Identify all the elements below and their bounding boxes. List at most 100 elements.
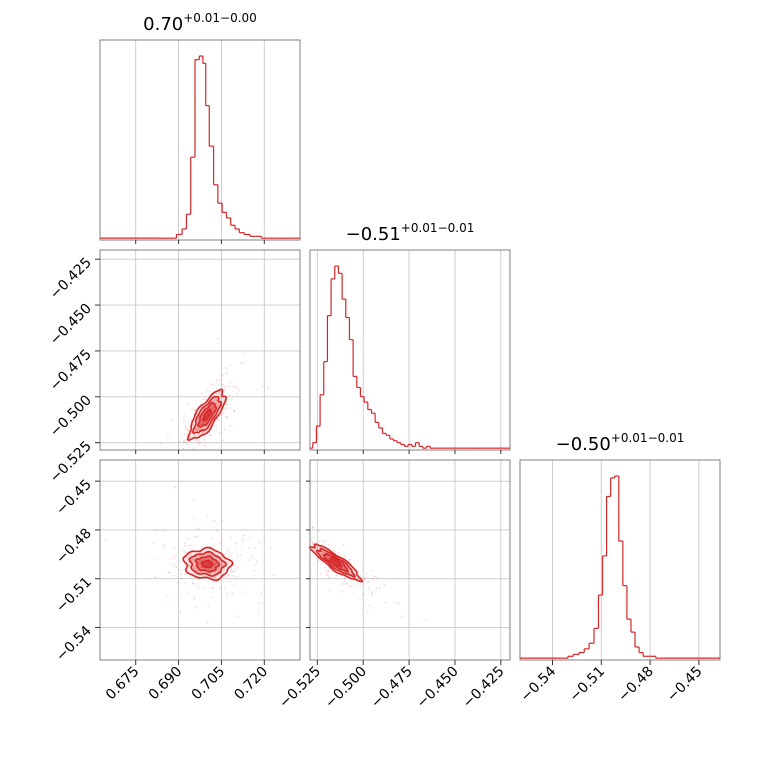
sample-point-p0-p2-127 <box>230 569 232 572</box>
sample-point-p0-p2-95 <box>236 554 239 557</box>
title-p1-plus: +0.01 <box>401 221 438 235</box>
sample-point-p0-p2-28 <box>234 551 237 553</box>
sample-point-p0-p2-82 <box>194 606 197 609</box>
sample-point-p0-p1-57 <box>193 447 195 450</box>
sample-point-p0-p1-198 <box>208 434 211 436</box>
sample-point-p0-p2-45 <box>186 537 189 540</box>
sample-point-p0-p2-33 <box>208 572 211 575</box>
sample-point-p0-p2-1 <box>213 562 216 564</box>
sample-point-p0-p2-17 <box>104 538 107 541</box>
tick-label-y-p1-0: −0.525 <box>47 438 95 486</box>
sample-point-p0-p1-170 <box>225 367 227 370</box>
sample-point-p1-p2-68 <box>312 526 314 529</box>
sample-point-p1-p2-77 <box>327 570 330 573</box>
tick-label-x-p0-0: 0.675 <box>103 664 143 704</box>
sample-point-p0-p2-7 <box>215 561 217 564</box>
sample-point-p1-p2-91 <box>366 581 369 584</box>
sample-point-p0-p2-199 <box>212 567 215 570</box>
sample-point-p1-p2-250 <box>375 576 378 579</box>
sample-point-p0-p1-0 <box>237 389 240 392</box>
sample-point-p1-p2-222 <box>359 598 361 600</box>
sample-point-p0-p2-90 <box>168 571 171 574</box>
sample-point-p0-p1-142 <box>220 413 222 416</box>
sample-point-p0-p2-238 <box>173 554 176 557</box>
sample-point-p1-p2-225 <box>370 569 373 572</box>
sample-point-p0-p2-40 <box>178 568 180 571</box>
sample-point-p1-p2-246 <box>359 584 361 587</box>
title-p0-value: 0.70 <box>143 14 183 35</box>
sample-point-p1-p2-54 <box>359 574 362 577</box>
sample-point-p0-p2-104 <box>192 565 194 568</box>
sample-point-p0-p2-232 <box>227 574 230 577</box>
sample-point-p0-p1-92 <box>232 385 235 388</box>
sample-point-p0-p2-250 <box>199 563 201 566</box>
sample-point-p1-p2-183 <box>327 570 329 572</box>
sample-point-p0-p2-125 <box>200 544 203 547</box>
sample-point-p0-p2-184 <box>163 544 165 546</box>
sample-point-p0-p1-4 <box>204 445 207 448</box>
sample-point-p0-p1-136 <box>187 429 190 432</box>
sample-point-p0-p2-155 <box>234 542 237 545</box>
sample-point-p0-p1-205 <box>200 423 203 425</box>
sample-point-p0-p2-47 <box>192 582 194 584</box>
grid-2d-p0-p2 <box>100 460 300 660</box>
sample-point-p1-p2-41 <box>342 543 345 546</box>
tick-label-x-p1-2: −0.475 <box>368 664 416 712</box>
sample-point-p0-p1-24 <box>219 390 221 393</box>
sample-point-p0-p1-111 <box>198 440 201 443</box>
sample-point-p1-p2-235 <box>371 577 374 580</box>
sample-point-p0-p2-123 <box>207 552 210 555</box>
grid-2d-p0-p1 <box>100 250 300 450</box>
sample-point-p0-p2-42 <box>230 572 233 574</box>
sample-point-p0-p2-87 <box>212 586 215 589</box>
sample-point-p0-p1-230 <box>211 407 214 410</box>
sample-point-p0-p1-122 <box>178 441 181 443</box>
sample-point-p1-p2-53 <box>343 579 346 582</box>
sample-point-p0-p2-181 <box>218 560 221 563</box>
ticks-and-labels: 0.675 0.690 0.705 0.720 −0.525−0.500−0.475−0… <box>47 240 706 711</box>
sample-point-p1-p2-117 <box>311 526 314 529</box>
sample-point-p0-p2-31 <box>189 554 192 557</box>
sample-point-p0-p1-83 <box>212 383 214 386</box>
sample-point-p1-p2-56 <box>321 552 324 554</box>
sample-point-p0-p2-143 <box>257 611 260 614</box>
sample-point-p0-p1-189 <box>228 381 231 384</box>
sample-point-p0-p1-20 <box>202 422 204 425</box>
sample-point-p0-p2-91 <box>174 486 177 489</box>
sample-point-p0-p2-249 <box>168 571 171 574</box>
marks-2d-p0-p2 <box>104 486 275 624</box>
sample-point-p0-p2-172 <box>186 551 188 554</box>
sample-point-p0-p1-166 <box>223 389 226 391</box>
sample-point-p0-p1-61 <box>181 436 184 439</box>
grid-hist-p1 <box>316 250 502 450</box>
sample-point-p1-p2-22 <box>316 547 319 550</box>
sample-point-p0-p1-227 <box>230 398 233 400</box>
sample-point-p0-p2-88 <box>193 598 195 601</box>
sample-point-p0-p2-230 <box>221 539 224 542</box>
sample-point-p1-p2-209 <box>314 548 317 551</box>
sample-point-p0-p1-45 <box>212 407 215 410</box>
sample-point-p0-p1-76 <box>202 421 205 424</box>
sample-point-p0-p1-167 <box>203 443 206 446</box>
sample-point-p0-p2-96 <box>258 541 261 544</box>
sample-point-p0-p1-130 <box>242 353 245 356</box>
sample-point-p0-p1-217 <box>267 387 270 390</box>
sample-point-p0-p2-107 <box>183 572 186 575</box>
sample-point-p0-p2-99 <box>227 548 230 551</box>
sample-point-p0-p1-161 <box>199 423 201 426</box>
sample-point-p0-p1-131 <box>202 430 205 433</box>
sample-point-p0-p1-241 <box>197 417 200 420</box>
sample-point-p0-p1-207 <box>217 404 220 407</box>
sample-point-p0-p2-258 <box>260 592 263 595</box>
sample-point-p0-p2-146 <box>213 544 216 547</box>
sample-point-p1-p2-46 <box>347 568 350 571</box>
sample-point-p1-p2-181 <box>317 559 320 562</box>
sample-point-p0-p2-241 <box>254 547 256 549</box>
sample-point-p1-p2-87 <box>310 539 313 542</box>
panel-2d-p0-p1 <box>99 249 301 451</box>
sample-point-p0-p2-76 <box>179 611 182 613</box>
grid-2d-p1-p2 <box>310 460 510 660</box>
tick-label-x-p1-4: −0.425 <box>460 664 508 712</box>
sample-point-p0-p1-199 <box>261 385 264 388</box>
marks-2d-p0-p1 <box>159 337 270 450</box>
